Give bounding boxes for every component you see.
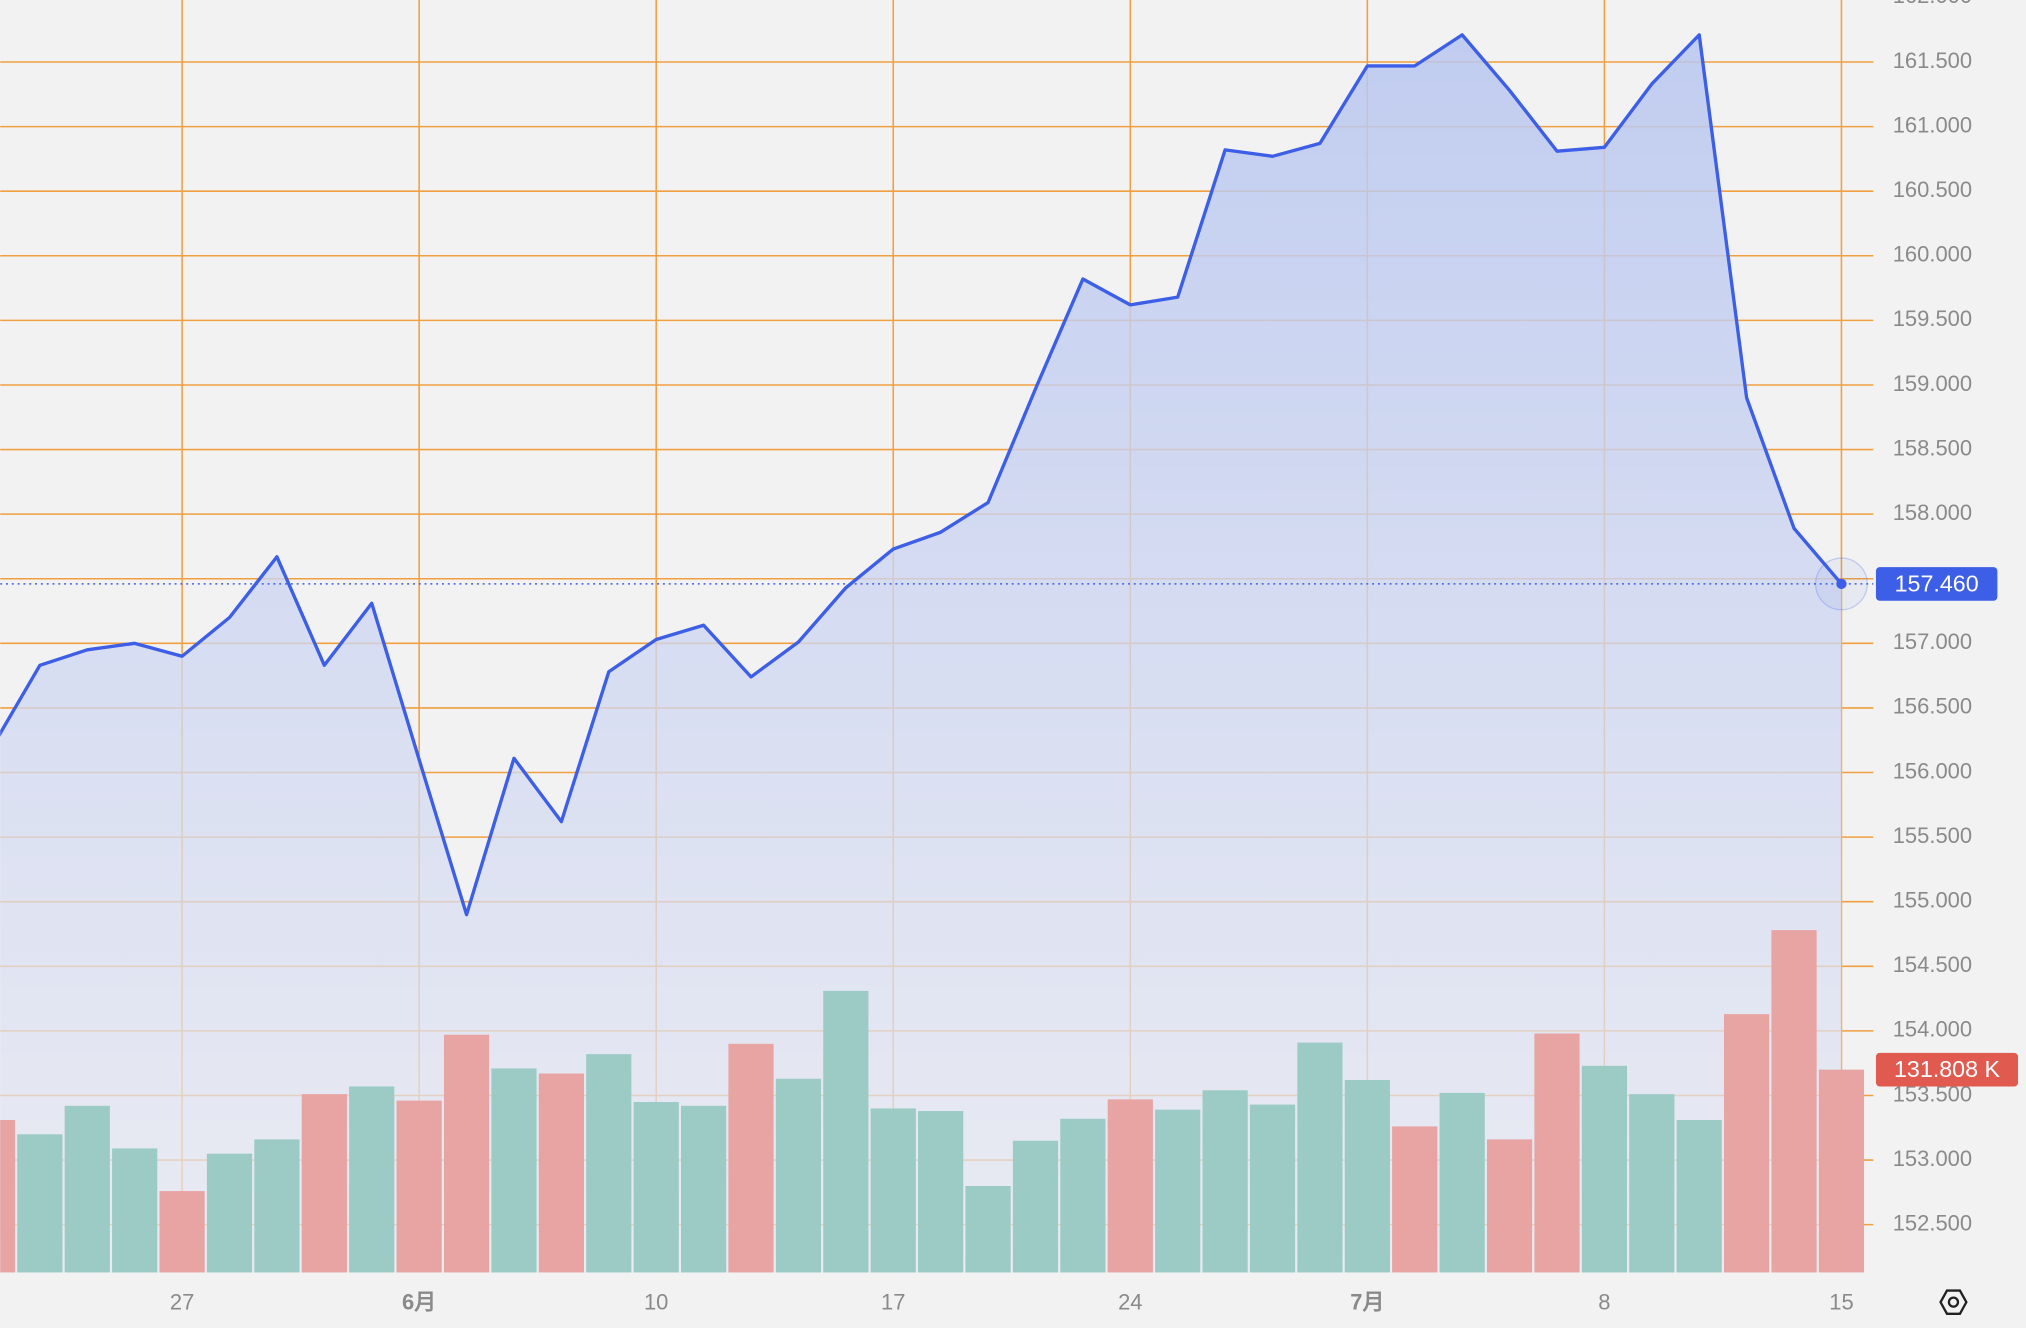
x-tick-label: 6月 xyxy=(402,1289,436,1314)
y-tick-label: 152.500 xyxy=(1893,1210,1972,1235)
volume-bar xyxy=(1202,1090,1248,1273)
volume-bar xyxy=(112,1148,158,1273)
last-point xyxy=(1836,578,1847,590)
y-tick-label: 153.000 xyxy=(1893,1146,1972,1171)
volume-bar xyxy=(1486,1139,1533,1273)
y-tick-label: 158.000 xyxy=(1893,500,1972,525)
volume-bar xyxy=(396,1100,442,1273)
volume-bar xyxy=(254,1139,300,1273)
bar-layer xyxy=(0,930,1865,1273)
volume-bar xyxy=(870,1108,916,1273)
y-tick-label: 155.500 xyxy=(1893,823,1972,848)
price-area xyxy=(0,34,1842,1273)
volume-bar xyxy=(206,1153,253,1273)
y-tick-label: 162.000 xyxy=(1893,0,1972,8)
volume-bar xyxy=(965,1185,1011,1273)
volume-bar xyxy=(159,1191,205,1273)
settings-button[interactable] xyxy=(1939,1289,1968,1315)
volume-bar xyxy=(491,1068,537,1273)
volume-bar xyxy=(349,1086,395,1273)
volume-badge-label: 131.808 K xyxy=(1894,1056,2001,1082)
volume-bar xyxy=(1392,1126,1438,1273)
label-layer: 152.500153.000153.500154.000154.500155.0… xyxy=(170,0,2019,1314)
volume-bar xyxy=(1344,1079,1390,1273)
x-tick-label: 27 xyxy=(170,1289,194,1314)
volume-bar xyxy=(586,1054,632,1273)
settings-icon-dot[interactable] xyxy=(1947,1296,1960,1308)
volume-bar xyxy=(1629,1094,1675,1273)
volume-bar xyxy=(1581,1065,1628,1273)
volume-bar xyxy=(1060,1118,1106,1273)
x-tick-label: 24 xyxy=(1118,1289,1142,1314)
y-tick-label: 159.000 xyxy=(1893,371,1972,396)
x-tick-label: 7月 xyxy=(1350,1289,1384,1314)
x-tick-label: 10 xyxy=(644,1289,668,1314)
volume-bar xyxy=(0,1119,16,1273)
volume-bar xyxy=(1724,1014,1770,1273)
y-tick-label: 156.000 xyxy=(1893,758,1972,783)
volume-bar xyxy=(1012,1140,1059,1273)
volume-badge xyxy=(1875,1052,2019,1087)
volume-bar xyxy=(681,1105,727,1273)
volume-bar xyxy=(538,1073,584,1273)
price-line xyxy=(0,33,1843,917)
x-tick-label: 8 xyxy=(1598,1289,1610,1314)
price-badge-label: 157.460 xyxy=(1895,570,1979,596)
settings-icon[interactable] xyxy=(1939,1289,1968,1315)
volume-bar xyxy=(918,1111,964,1273)
y-tick-label: 154.500 xyxy=(1893,952,1972,977)
volume-bar xyxy=(443,1034,490,1273)
volume-bar xyxy=(17,1134,63,1273)
volume-bar xyxy=(301,1094,347,1273)
volume-bar xyxy=(1107,1099,1153,1273)
y-tick-label: 160.500 xyxy=(1893,177,1972,202)
volume-bar xyxy=(728,1043,774,1273)
price-badge xyxy=(1875,567,1998,601)
y-tick-label: 156.500 xyxy=(1893,694,1972,719)
y-tick-label: 157.000 xyxy=(1893,629,1972,654)
volume-bar xyxy=(1676,1119,1722,1273)
volume-bar xyxy=(1297,1042,1343,1273)
y-tick-label: 158.500 xyxy=(1893,435,1972,460)
volume-bar xyxy=(64,1105,110,1273)
volume-bar xyxy=(1818,1069,1865,1273)
volume-bar xyxy=(823,990,869,1273)
volume-bar xyxy=(633,1101,679,1273)
y-tick-label: 161.000 xyxy=(1893,112,1972,137)
y-tick-label: 161.500 xyxy=(1893,48,1972,73)
y-tick-label: 154.000 xyxy=(1893,1017,1972,1042)
area-layer xyxy=(0,34,1842,1273)
y-tick-label: 155.000 xyxy=(1893,887,1972,912)
volume-bar xyxy=(1155,1109,1201,1273)
volume-bar xyxy=(1771,930,1817,1273)
y-tick-label: 159.500 xyxy=(1893,306,1972,331)
x-tick-label: 15 xyxy=(1829,1289,1853,1314)
line-layer xyxy=(0,33,1874,917)
volume-bar xyxy=(775,1078,822,1273)
volume-bar xyxy=(1249,1104,1296,1273)
volume-bar xyxy=(1534,1033,1580,1273)
x-tick-label: 17 xyxy=(881,1289,905,1314)
volume-bar xyxy=(1439,1092,1485,1273)
y-tick-label: 160.000 xyxy=(1893,242,1972,267)
